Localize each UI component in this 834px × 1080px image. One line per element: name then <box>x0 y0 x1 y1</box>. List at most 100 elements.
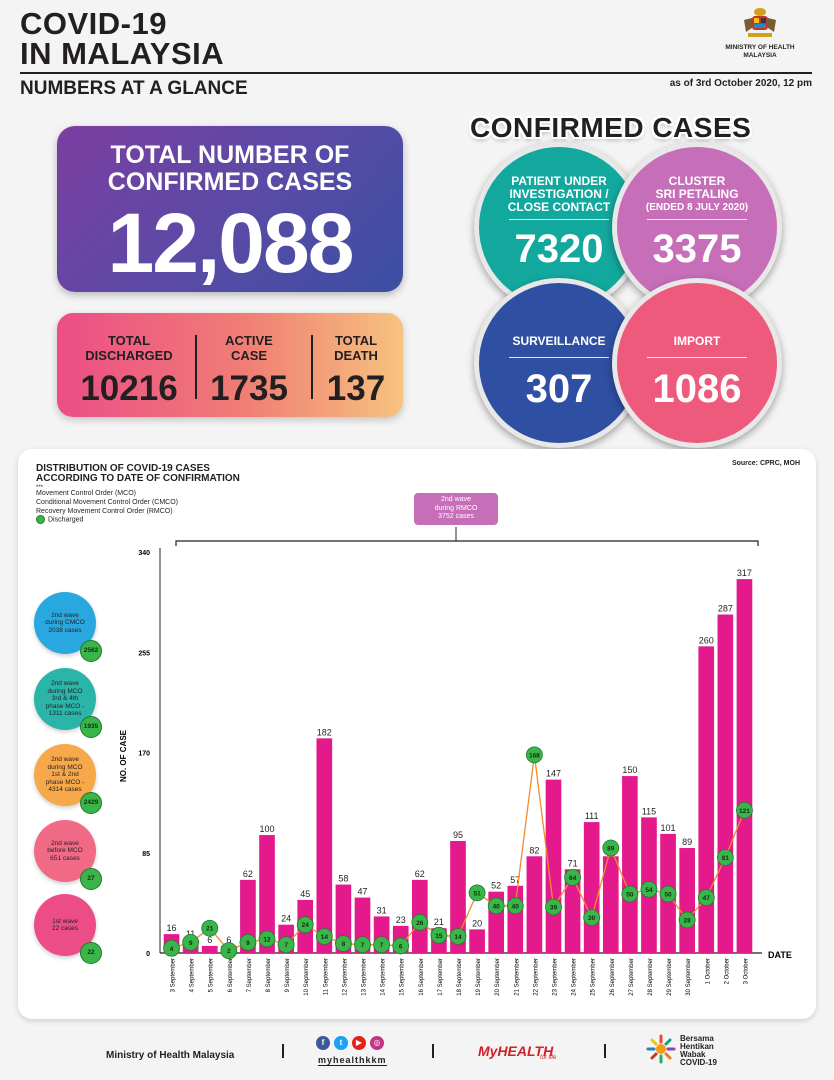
bar <box>201 945 218 953</box>
x-tick-label: 15 September <box>400 958 406 996</box>
footer-divider <box>604 1044 606 1058</box>
bar-value-label: 20 <box>472 918 482 928</box>
bar <box>316 738 333 953</box>
discharged-value-label: 7 <box>361 942 365 949</box>
discharged-marker <box>564 869 581 886</box>
bar <box>736 579 753 953</box>
footer-divider <box>282 1044 284 1058</box>
bar-value-label: 71 <box>568 858 578 868</box>
myhealth-tagline: for life <box>540 1055 557 1061</box>
circle-divider <box>647 219 747 220</box>
slogan-line: Bersama <box>680 1034 714 1043</box>
discharged-marker <box>182 933 200 951</box>
bar <box>450 840 466 953</box>
discharged-value-label: 40 <box>493 903 501 910</box>
discharged-marker <box>315 928 333 945</box>
twitter-icon[interactable]: t <box>334 1036 348 1050</box>
bar <box>717 614 734 953</box>
total-confirmed-card: TOTAL NUMBER OF CONFIRMED CASES 12,088 <box>57 126 403 292</box>
wave-circle-line: during CMCO <box>45 619 85 627</box>
wave-circle-line: 2038 cases <box>48 626 82 634</box>
bar-value-label: 111 <box>585 811 599 821</box>
x-tick-label: 26 September <box>610 958 616 996</box>
wave-discharged-badge: 2562 <box>80 640 102 662</box>
discharged-value-label: 9 <box>189 940 193 947</box>
bar <box>526 856 543 953</box>
instagram-icon[interactable]: ◎ <box>370 1036 384 1050</box>
discharged-value-label: 40 <box>512 903 520 910</box>
stat-label: DEATH <box>334 348 378 363</box>
wave-circle-line: 22 cases <box>51 925 79 932</box>
bar <box>679 848 695 953</box>
discharged-marker <box>487 897 505 915</box>
wave-circle: 2nd wave during CMCO 2038 cases 2562 <box>34 592 102 662</box>
ministry-line1: MINISTRY OF HEALTH <box>725 44 795 51</box>
discharged-marker <box>602 839 620 857</box>
bar-value-label: 82 <box>529 845 539 855</box>
wave-circle-line: 1st wave <box>52 917 78 925</box>
bar-value-label: 317 <box>737 568 752 578</box>
slogan-line: Wabak <box>680 1050 706 1059</box>
x-tick-label: 22 September <box>533 958 539 996</box>
x-tick-label: 14 September <box>381 958 387 996</box>
social-handle[interactable]: myhealthkkm <box>318 1055 387 1066</box>
x-tick-label: 11 September <box>323 958 329 995</box>
legend-discharged: Discharged <box>36 515 83 524</box>
discharged-marker <box>201 919 219 937</box>
stat-divider <box>311 335 313 399</box>
y-tick-label: 340 <box>138 550 150 557</box>
bar-value-label: 100 <box>260 824 275 834</box>
x-tick-label: 29 September <box>667 958 673 996</box>
discharged-value-label: 50 <box>626 892 634 899</box>
wave-discharged-badge: 2429 <box>80 792 102 814</box>
stat-label: ACTIVE <box>225 333 273 348</box>
facebook-icon[interactable]: f <box>316 1036 330 1050</box>
discharged-marker <box>277 936 295 954</box>
ministry-line2: MALAYSIA <box>743 52 777 59</box>
bar-value-label: 260 <box>699 635 714 645</box>
discharged-value-label: 121 <box>739 808 750 815</box>
x-tick-label: 16 September <box>419 958 425 996</box>
discharged-value-label: 26 <box>416 920 424 927</box>
circle-divider <box>509 219 609 220</box>
youtube-icon[interactable]: ▶ <box>352 1036 366 1050</box>
discharged-value-label: 8 <box>342 941 346 948</box>
discharged-marker <box>239 933 257 951</box>
wave-circle-line: during MCO <box>47 687 83 695</box>
legend-discharged-label: Discharged <box>48 516 84 524</box>
discharged-value-label: 28 <box>684 917 692 924</box>
discharged-value-label: 21 <box>206 926 214 933</box>
discharged-marker <box>411 913 429 931</box>
chart-title-line2: ACCORDING TO DATE OF CONFIRMATION <box>36 473 240 484</box>
wave-circle-text: 1st wave 22 cases <box>38 918 92 933</box>
wave-circle: 2nd wave during MCO 1st & 2nd phase MCO -43… <box>34 744 102 814</box>
wave-circle-line: 651 cases <box>50 854 80 862</box>
discharged-marker <box>468 884 486 902</box>
footer-ministry: Ministry of Health Malaysia <box>106 1050 235 1061</box>
rmco-box-line: during RMCO <box>434 504 478 512</box>
circle-label: INVESTIGATION / <box>509 187 609 201</box>
discharged-marker <box>220 942 238 960</box>
bar <box>602 856 619 953</box>
bar-value-label: 101 <box>661 823 676 833</box>
y-tick-label: 85 <box>142 851 150 858</box>
discharged-marker <box>640 880 658 898</box>
stat-label: TOTAL <box>334 333 378 348</box>
discharged-value-label: 168 <box>529 752 540 759</box>
x-tick-label: 27 September <box>629 958 635 996</box>
stat-discharged: TOTAL DISCHARGED 10216 <box>65 313 193 417</box>
page-subtitle: NUMBERS AT A GLANCE <box>20 78 248 99</box>
rmco-bracket <box>175 540 759 546</box>
stat-label: DISCHARGED <box>85 348 173 363</box>
wave-discharged-badge: 1935 <box>80 716 102 738</box>
circle-label: (ENDED 8 JULY 2020) <box>645 202 749 213</box>
discharged-value-label: 81 <box>722 855 730 862</box>
x-tick-label: 4 September <box>190 958 196 992</box>
page-title-line2: IN MALAYSIA <box>20 36 225 71</box>
discharged-value-label: 12 <box>263 936 271 943</box>
discharged-marker <box>430 926 448 944</box>
footer-divider <box>432 1044 434 1058</box>
wave-circle-text: 2nd wave during CMCO 2038 cases <box>38 612 92 635</box>
wave-circle-line: 2nd wave <box>51 839 79 847</box>
x-tick-label: 6 September <box>228 958 234 992</box>
